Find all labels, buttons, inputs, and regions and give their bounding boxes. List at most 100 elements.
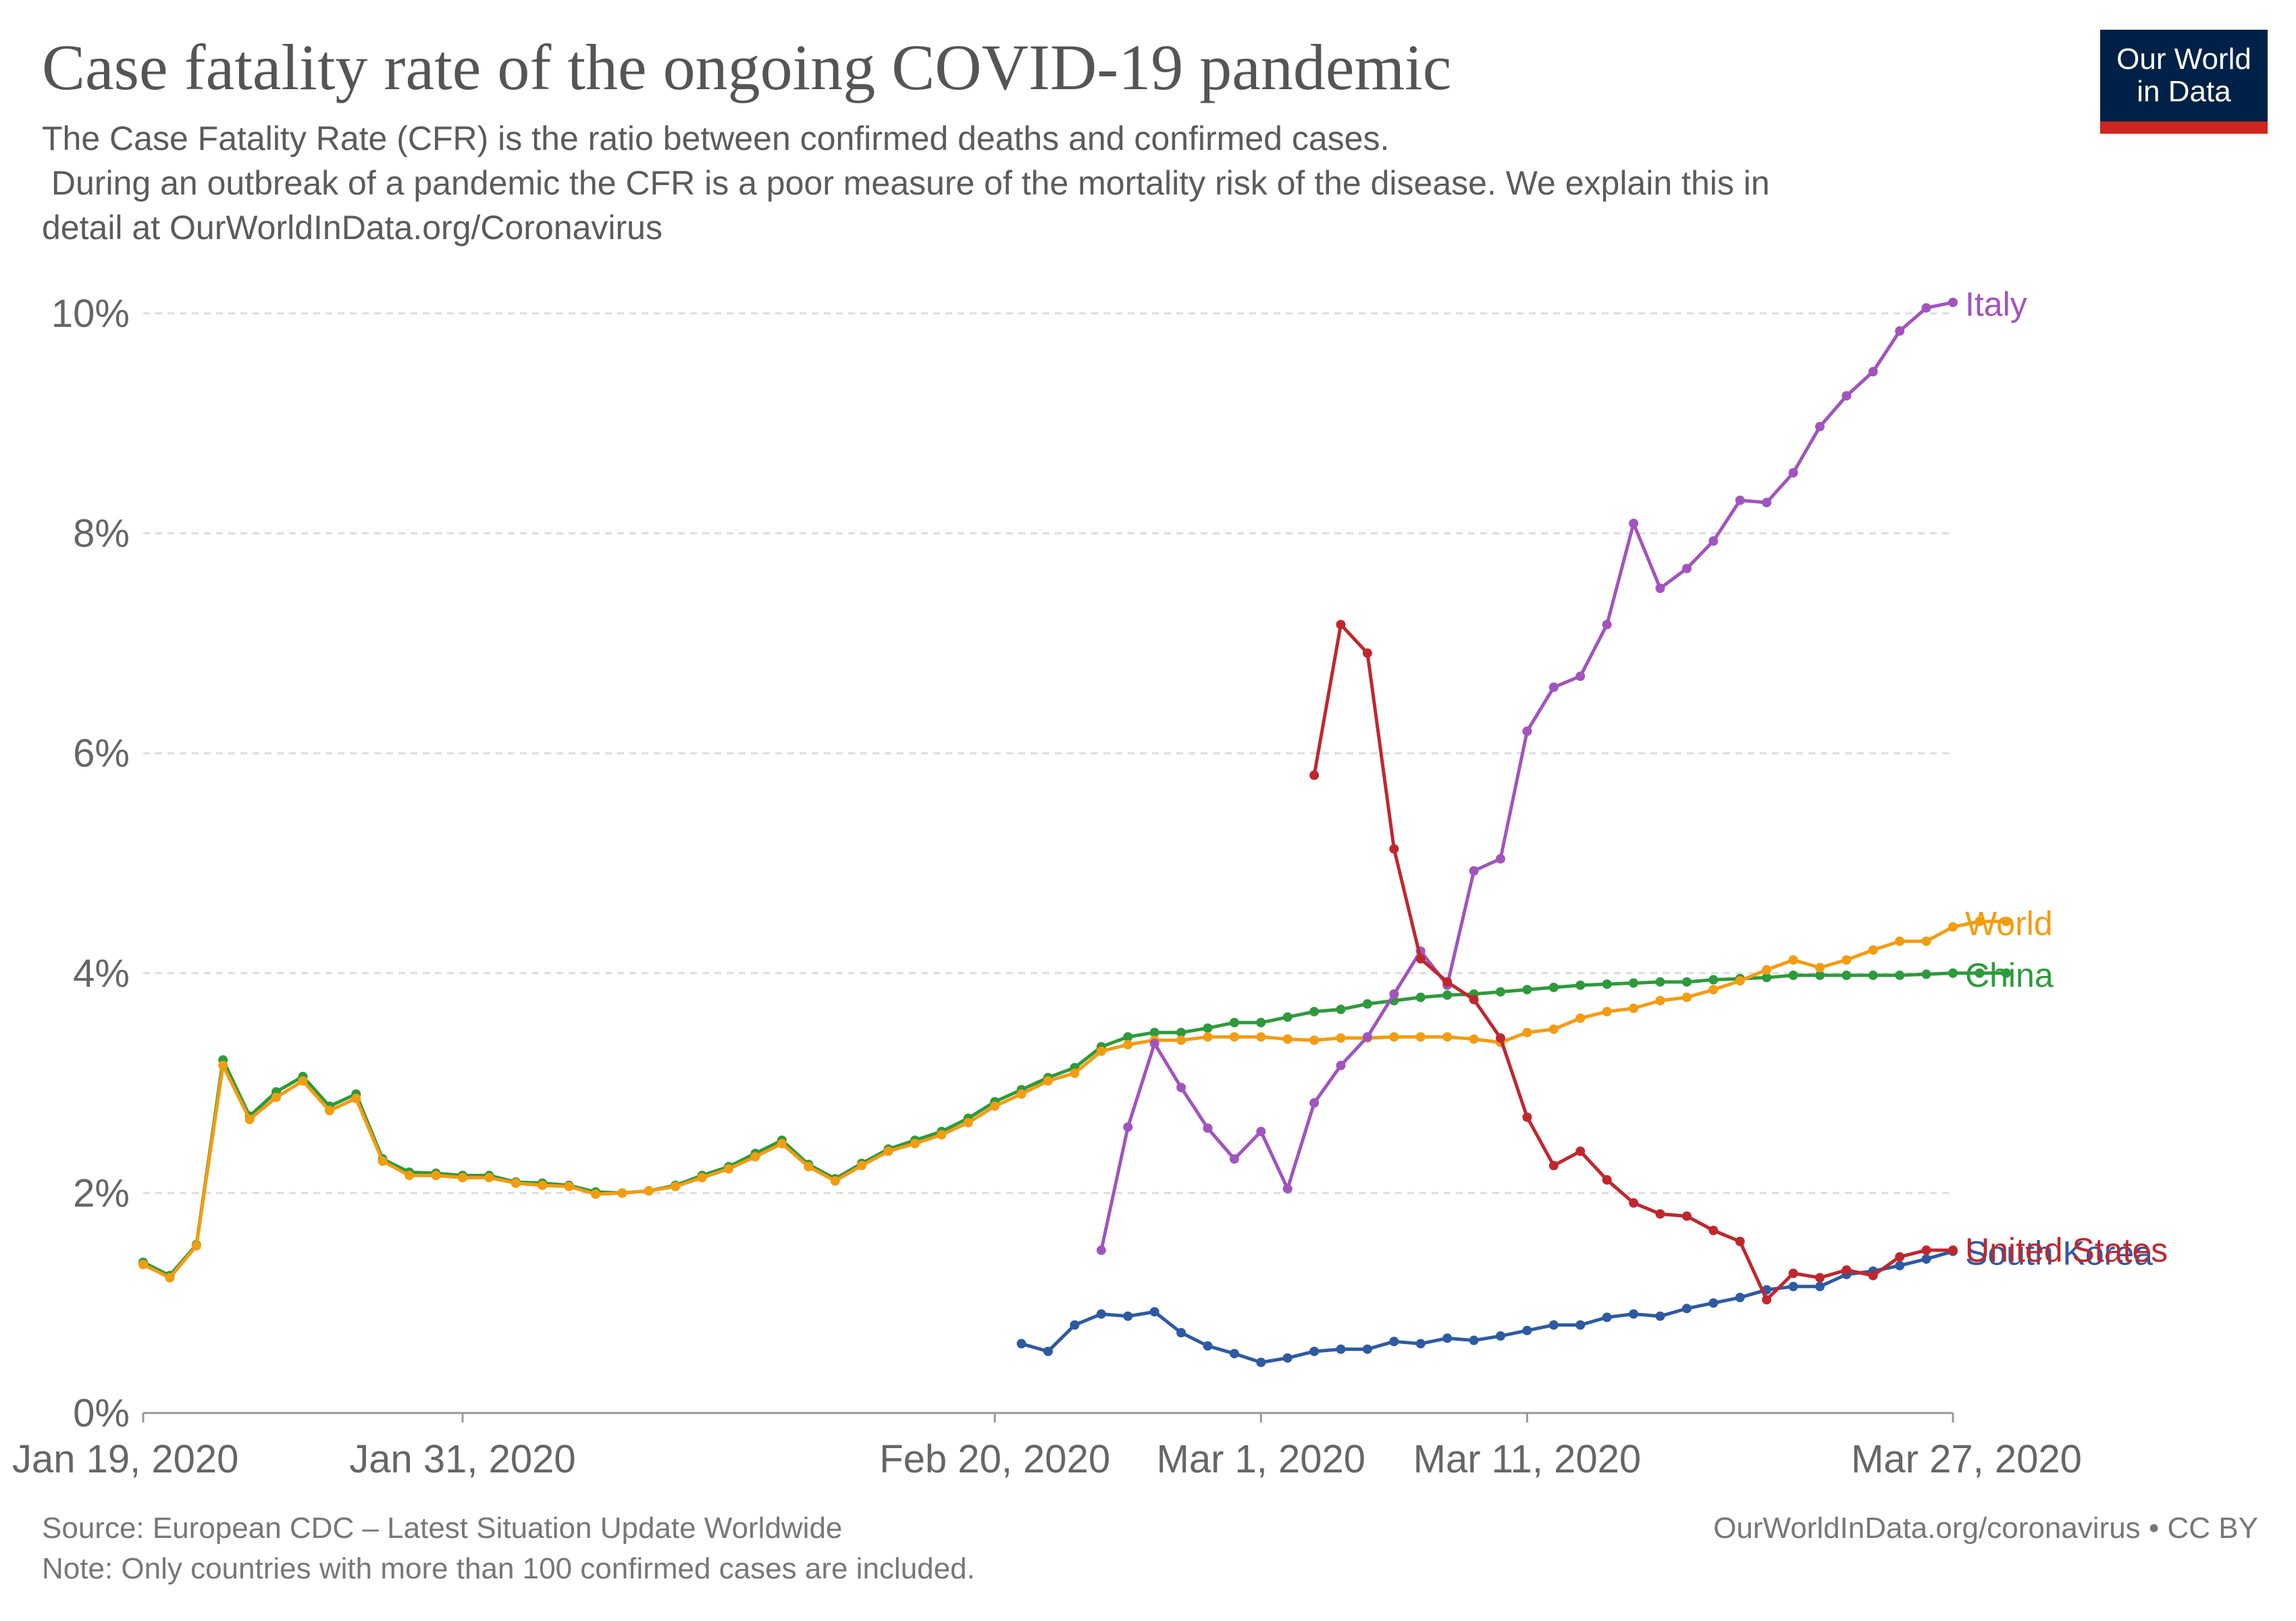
series-line-china [142,971,2006,1277]
data-point-world [1123,1039,1133,1050]
data-point-united-states [1415,954,1426,964]
data-point-south-korea [1469,1335,1479,1345]
series-line-south-korea [1020,1250,1954,1364]
data-point-italy [1096,1245,1106,1256]
data-point-world [1016,1089,1026,1099]
data-point-world [644,1186,654,1196]
data-point-world [1575,1013,1586,1023]
data-point-world [1815,962,1825,973]
data-point-world [777,1139,787,1149]
data-point-world [697,1173,707,1183]
data-point-united-states [1336,619,1346,629]
data-point-world [511,1178,521,1188]
data-point-south-korea [1176,1328,1186,1338]
data-point-world [1921,936,1931,946]
data-point-italy [1655,584,1665,593]
data-point-world [1070,1068,1080,1078]
y-tick-label: 4% [73,952,130,996]
data-point-south-korea [1389,1337,1399,1347]
data-point-china [1282,1012,1293,1022]
data-point-italy [1362,1032,1372,1042]
y-tick-label: 2% [73,1171,130,1215]
data-point-south-korea [1096,1309,1106,1319]
source-note: Source: European CDC – Latest Situation … [42,1512,843,1545]
data-point-italy [1203,1123,1213,1133]
data-point-world [1043,1076,1053,1086]
data-point-world [910,1139,920,1149]
data-point-italy [1282,1183,1293,1193]
data-point-united-states [1309,770,1320,780]
data-point-world [1788,955,1798,965]
data-point-china [1842,971,1852,981]
data-point-world [1229,1032,1239,1042]
data-point-united-states [1681,1211,1692,1221]
data-point-united-states [1629,1198,1639,1208]
data-point-world [564,1181,574,1191]
data-point-world [1602,1006,1612,1017]
data-point-world [963,1118,973,1128]
data-point-united-states [1496,1033,1505,1043]
chart-title: Case fatality rate of the ongoing COVID-… [42,31,1452,103]
data-point-china [1415,992,1426,1002]
data-point-south-korea [1123,1311,1133,1321]
data-point-world [1203,1032,1213,1042]
data-point-south-korea [1149,1307,1159,1317]
data-point-world [1442,1032,1453,1042]
data-point-united-states [1868,1270,1878,1281]
data-point-united-states [1815,1272,1825,1283]
data-point-china [1602,979,1612,989]
data-point-italy [1815,421,1825,432]
data-point-italy [1123,1122,1133,1132]
data-point-world [191,1241,201,1251]
data-point-world [857,1160,867,1170]
series-line-world [142,919,2006,1280]
data-point-china [1895,971,1905,981]
chart-subtitle-line-2: During an outbreak of a pandemic the CFR… [42,164,1770,202]
data-point-china [1362,999,1372,1009]
data-point-world [324,1106,334,1116]
data-point-united-states [1602,1175,1612,1185]
data-point-south-korea [1362,1344,1372,1354]
data-point-world [724,1164,734,1174]
data-point-world [405,1170,415,1181]
data-point-world [431,1170,441,1181]
owid-logo[interactable]: Our World in Data [2100,30,2268,134]
data-point-south-korea [1282,1353,1293,1363]
data-point-world [1469,1034,1479,1044]
data-point-united-states [1948,1245,1958,1256]
data-point-china [1548,982,1559,992]
data-point-world [1256,1032,1266,1042]
data-point-china [1762,973,1772,983]
data-point-china [1442,990,1453,1000]
data-point-world [1336,1033,1346,1043]
data-point-united-states [1522,1112,1532,1123]
data-point-world [1522,1027,1532,1037]
series-label-italy: Italy [1965,286,2027,324]
line-chart: 0% 2% 4% 6% 8% 10% Jan 19, 2020 Jan 31, 2020 Feb… [12,286,2168,1481]
data-point-china [1681,977,1692,987]
data-point-china [1788,971,1798,981]
data-point-italy [1602,619,1612,629]
data-point-south-korea [1602,1312,1612,1322]
data-point-world [218,1060,228,1071]
data-point-china [1868,971,1878,981]
data-point-world [538,1181,548,1191]
credit-link[interactable]: OurWorldInData.org/coronavirus • CC BY [1713,1512,2258,1545]
series-labels: South Korea China World Italy United States [1965,286,2168,1272]
data-point-italy [1735,495,1745,505]
data-point-world [1096,1046,1106,1056]
series-label-china: China [1965,956,2054,994]
data-point-world [1655,996,1665,1006]
data-point-united-states [1762,1295,1772,1305]
data-point-united-states [1442,977,1453,987]
data-point-world [1176,1035,1186,1046]
series-label-united-states: United States [1965,1231,2168,1269]
series-line-italy [1099,301,1954,1251]
logo-line-2: in Data [2137,75,2231,108]
data-point-china [1575,980,1586,990]
data-point-south-korea [1708,1298,1719,1308]
data-point-china [1256,1018,1266,1028]
data-point-south-korea [1681,1304,1692,1314]
data-point-world [1389,1032,1399,1042]
x-tick-label: Feb 20, 2020 [879,1437,1110,1481]
